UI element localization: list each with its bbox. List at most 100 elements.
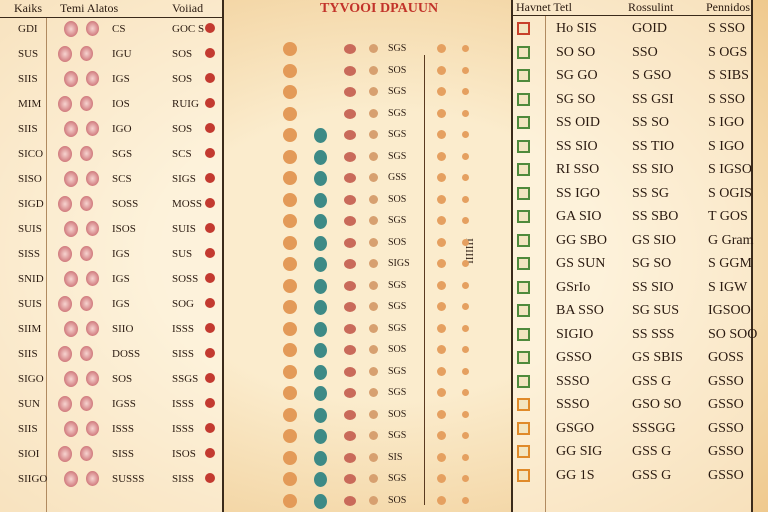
bead — [344, 495, 356, 506]
oval-icon — [80, 446, 93, 461]
row-marker — [517, 374, 530, 388]
cell-text: S SSO — [708, 21, 745, 36]
cell-text: SUS — [172, 248, 193, 260]
bead — [437, 44, 446, 53]
bead — [369, 108, 378, 118]
bead — [369, 452, 378, 462]
cell-text: SS SBO — [632, 209, 679, 224]
status-dot — [205, 398, 215, 408]
cell-text: SG SO — [556, 91, 596, 107]
row-marker — [517, 92, 530, 106]
bead — [283, 214, 297, 228]
bead — [462, 238, 469, 246]
cell-text: GSS G — [632, 467, 672, 483]
center-label: SGS — [388, 150, 407, 162]
row-marker — [517, 351, 530, 364]
bead — [369, 216, 378, 225]
center-label: SGS — [388, 86, 407, 97]
bead — [283, 429, 297, 443]
bead — [344, 280, 356, 291]
cell-text: SSO — [632, 44, 658, 60]
cell-text: SUIS — [18, 223, 42, 235]
bead — [437, 65, 446, 75]
bead — [462, 45, 469, 52]
bead — [369, 280, 378, 290]
bead — [344, 216, 356, 226]
cell-text: ISOS — [172, 448, 196, 460]
oval-icon — [64, 71, 78, 87]
row-marker — [517, 186, 530, 200]
oval-icon — [58, 296, 72, 312]
bead — [462, 217, 469, 224]
cell-text: SIGIO — [556, 326, 594, 342]
cell-text: S SSO — [708, 91, 745, 107]
bead — [344, 237, 356, 248]
oval-icon — [64, 271, 78, 287]
status-dot — [205, 248, 215, 258]
bead — [344, 409, 356, 420]
bead — [462, 131, 469, 138]
center-label: SOS — [388, 236, 407, 248]
bead — [369, 237, 378, 247]
bead — [437, 151, 446, 161]
cell-text: SUIS — [18, 298, 42, 310]
status-dot — [205, 298, 215, 308]
cell-text: SO SO — [556, 44, 596, 60]
oval-icon — [58, 346, 72, 362]
cell-text: GSS G — [632, 444, 672, 459]
bead — [437, 237, 446, 247]
bead — [462, 432, 469, 439]
bead — [314, 364, 327, 380]
center-label: SOS — [388, 408, 407, 420]
cell-text: SOS — [112, 373, 133, 385]
bead — [369, 87, 378, 96]
cell-text: SSSO — [556, 397, 590, 412]
bead — [369, 65, 378, 75]
cell-text: IGU — [112, 48, 132, 60]
cell-text: IGSOO — [708, 303, 751, 318]
oval-icon — [86, 171, 99, 186]
bead — [369, 495, 378, 505]
cell-text: SGS — [112, 148, 133, 160]
right-panel — [511, 0, 753, 512]
row-marker — [517, 139, 530, 153]
bead — [344, 474, 356, 484]
cell-text: IGS — [112, 298, 130, 310]
cell-text: S OGIS — [708, 185, 752, 201]
cell-text: ISOS — [112, 223, 136, 235]
cell-text: SOS — [172, 48, 193, 60]
bead — [462, 346, 469, 353]
bead — [344, 151, 356, 162]
bead — [462, 174, 469, 181]
header-rule — [0, 17, 222, 18]
cell-text: SNID — [18, 273, 44, 285]
bead — [283, 257, 297, 271]
bead — [437, 108, 446, 118]
oval-icon — [80, 196, 93, 211]
bead — [462, 324, 469, 332]
bead — [344, 302, 356, 312]
row-marker — [517, 45, 530, 59]
cell-text: SOSS — [172, 273, 199, 285]
cell-text: GSSO — [708, 444, 744, 459]
cell-text: SIGD — [18, 198, 44, 210]
oval-icon — [64, 471, 78, 487]
bead — [344, 259, 356, 269]
cell-text: SIIS — [18, 73, 38, 85]
oval-icon — [86, 471, 99, 486]
bead — [283, 149, 297, 164]
oval-icon — [86, 371, 99, 386]
bead — [344, 65, 356, 76]
bead — [369, 388, 378, 397]
bead — [437, 495, 446, 505]
cell-text: SUIS — [172, 223, 196, 235]
center-label: GSS — [388, 172, 407, 183]
cell-text: GSrIo — [556, 279, 591, 295]
cell-text: ISSS — [172, 323, 195, 335]
row-marker — [517, 398, 530, 411]
cell-text: SO SOO — [708, 326, 758, 342]
cell-text: GSSO — [556, 350, 592, 365]
bead — [369, 173, 378, 182]
cell-text: S GSO — [632, 68, 672, 83]
bead — [437, 474, 446, 483]
